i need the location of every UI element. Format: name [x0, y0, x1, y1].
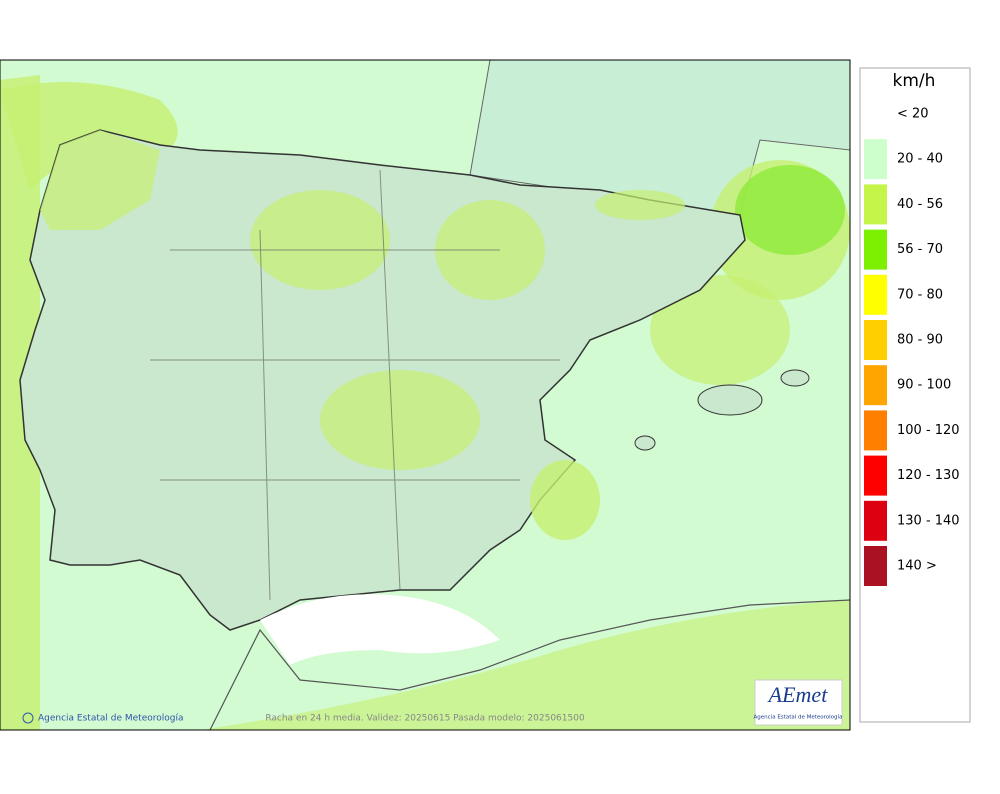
legend-title: km/h: [893, 71, 936, 91]
caption: Racha en 24 h media. Validez: 20250615 P…: [265, 714, 585, 724]
map-frame: [0, 59, 851, 731]
legend-swatch: [864, 455, 887, 496]
wind-zone: [320, 370, 480, 470]
wind-zone: [650, 275, 790, 385]
legend-label: 80 - 90: [897, 333, 943, 348]
legend-swatch: [864, 546, 887, 586]
copyright-icon: [22, 712, 34, 724]
logo: [754, 679, 843, 726]
credit: Agencia Estatal de Meteorología: [38, 714, 184, 724]
wind-zone: [250, 190, 390, 290]
legend-label: 130 - 140: [897, 513, 960, 528]
legend-swatch: [864, 410, 887, 451]
logo-name: AEmet: [767, 682, 829, 707]
legend-swatch: [864, 320, 887, 360]
legend-label: 90 - 100: [897, 378, 951, 393]
legend-label: 100 - 120: [897, 423, 960, 438]
legend-swatch: [864, 184, 887, 225]
legend-label: 20 - 40: [897, 152, 943, 167]
legend-label: < 20: [897, 107, 929, 122]
wind-zone: [40, 130, 160, 230]
legend-swatch: [864, 365, 887, 406]
legend-label: 140 >: [897, 559, 937, 574]
map: Agencia Estatal de Meteorología Racha en…: [0, 59, 851, 731]
legend-label: 40 - 56: [897, 197, 943, 212]
logo-subtitle: Agencia Estatal de Meteorología: [754, 714, 843, 721]
legend-swatch: [864, 274, 887, 315]
island: [634, 435, 656, 451]
legend-swatch: [864, 139, 887, 180]
region-border: [150, 169, 560, 601]
wind-zone: [595, 190, 685, 220]
legend-label: 120 - 130: [897, 468, 960, 483]
wind-zone: [735, 165, 845, 255]
wind-zone: [530, 460, 600, 540]
legend-label: 70 - 80: [897, 287, 943, 302]
calm-zone: [260, 594, 500, 665]
island: [780, 369, 810, 387]
legend: km/h < 20 20 - 40 40 - 56 56 - 70 70 - 80 80 …: [859, 67, 971, 723]
legend-swatch: [864, 229, 887, 270]
legend-swatch: [864, 500, 887, 541]
wind-zone: [200, 600, 850, 730]
africa-coast: [209, 599, 851, 731]
legend-label: 56 - 70: [897, 242, 943, 257]
island: [697, 384, 763, 416]
wind-zone: [0, 75, 40, 730]
